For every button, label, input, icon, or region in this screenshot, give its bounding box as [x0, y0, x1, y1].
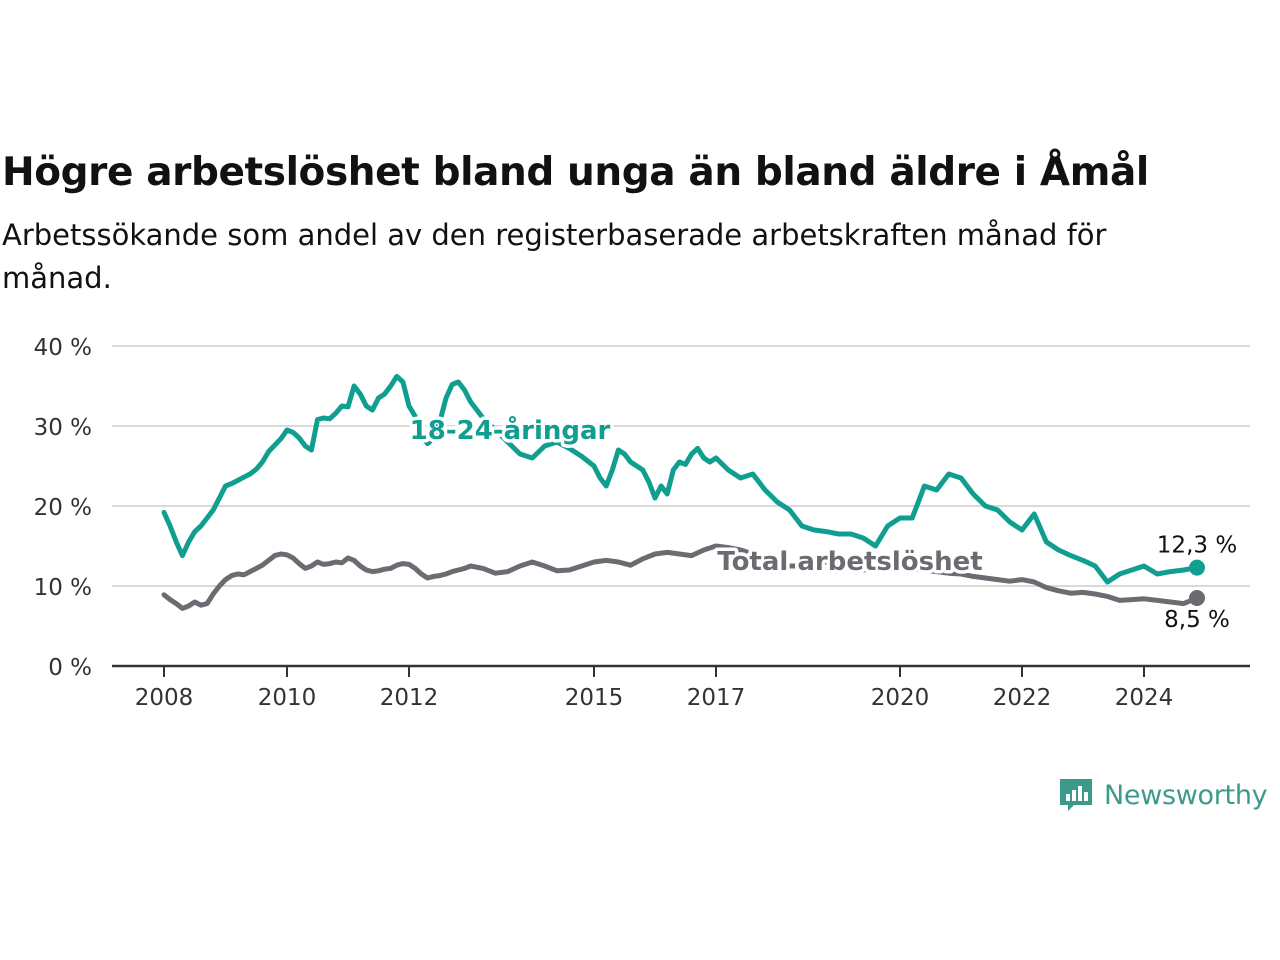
newsworthy-brand[interactable]: Newsworthy — [1058, 772, 1268, 818]
series-name-label: Total arbetslöshet — [717, 547, 982, 577]
series-line — [161, 543, 1200, 611]
x-tick-label: 2008 — [135, 685, 194, 711]
series-end-point — [1189, 559, 1205, 576]
y-tick-label: 20 % — [34, 495, 92, 521]
end-value-label: 8,5 % — [1164, 607, 1230, 633]
x-tick-label: 2015 — [565, 685, 624, 711]
grid-lines — [112, 345, 1250, 587]
series-lines — [161, 373, 1205, 611]
series-line — [161, 373, 1200, 585]
chart-title: Högre arbetslöshet bland unga än bland ä… — [2, 150, 1149, 195]
x-tick-label: 2024 — [1115, 685, 1174, 711]
x-tick-label: 2010 — [258, 685, 317, 711]
x-tick-label: 2020 — [871, 685, 930, 711]
y-tick-label: 0 % — [48, 655, 92, 681]
series-name-label: 18-24-åringar — [410, 414, 611, 446]
x-tick-label: 2012 — [380, 685, 439, 711]
y-axis: 0 % 10 % 20 % 30 % 40 % — [34, 335, 92, 681]
y-tick-label: 10 % — [34, 575, 92, 601]
x-axis: 2008 2010 2012 2015 2017 2020 2022 2024 — [112, 664, 1250, 711]
series-end-point — [1189, 590, 1205, 606]
end-value-label: 12,3 % — [1157, 533, 1237, 559]
chart-subtitle: Arbetssökande som andel av den registerb… — [2, 218, 1107, 295]
newsworthy-logo-icon — [1060, 779, 1092, 811]
brand-name: Newsworthy — [1104, 779, 1268, 811]
series-labels: 18-24-åringar Total arbetslöshet 12,3 % 8,5… — [406, 411, 1240, 636]
y-tick-label: 40 % — [34, 335, 92, 361]
x-tick-label: 2022 — [993, 685, 1052, 711]
y-tick-label: 30 % — [34, 415, 92, 441]
x-tick-label: 2017 — [687, 685, 746, 711]
